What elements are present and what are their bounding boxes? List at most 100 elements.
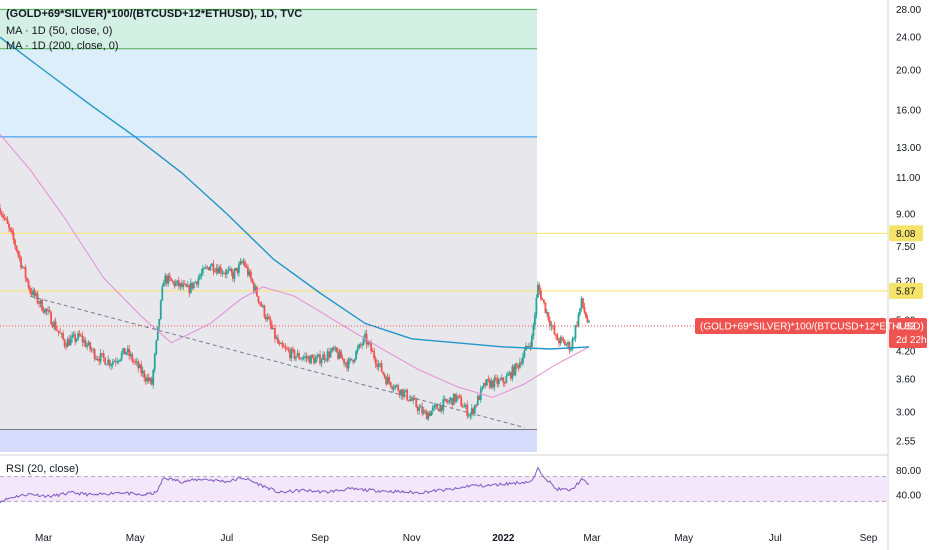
candle-body: [83, 340, 86, 343]
candle-body: [128, 348, 131, 356]
candle-body: [138, 364, 141, 369]
candle-body: [335, 347, 338, 353]
candle-body: [23, 267, 25, 269]
candle-body: [245, 266, 248, 268]
candle-body: [404, 389, 407, 392]
candle-body: [493, 378, 496, 388]
candle-body: [108, 359, 111, 366]
candle-body: [451, 398, 454, 406]
candle-body: [143, 370, 146, 379]
candle-body: [370, 343, 373, 351]
candle-body: [263, 305, 266, 317]
candle-body: [180, 282, 183, 287]
candle-body: [90, 349, 93, 351]
candle-body: [499, 379, 502, 381]
candle-body: [278, 343, 281, 345]
candle-body: [26, 277, 28, 281]
candle-body: [362, 337, 365, 345]
candle-body: [508, 372, 511, 375]
candle-body: [316, 356, 318, 359]
candle-body: [512, 366, 515, 376]
candle-body: [537, 284, 539, 298]
candle-body: [120, 352, 123, 360]
candle-body: [54, 321, 57, 330]
candle-body: [147, 377, 150, 382]
candle-body: [81, 336, 84, 343]
candle-body: [325, 359, 327, 361]
candle-body: [218, 267, 221, 274]
candle-body: [150, 378, 153, 385]
x-tick-label: Mar: [583, 533, 601, 544]
candle-body: [448, 400, 451, 403]
candle-body: [168, 275, 171, 279]
candle-body: [14, 239, 16, 246]
candle-body: [380, 363, 383, 372]
candle-body: [478, 395, 481, 400]
candle-body: [11, 230, 13, 233]
candle-body: [262, 305, 264, 307]
zone-lower: [0, 136, 537, 430]
candle-body: [185, 284, 188, 287]
candle-body: [392, 388, 395, 390]
candle-body: [80, 335, 83, 337]
candle-body: [234, 267, 237, 270]
candle-body: [546, 312, 548, 314]
candle-body: [292, 348, 294, 350]
x-tick-label: 2022: [492, 533, 515, 544]
candle-body: [192, 282, 195, 289]
candle-body: [39, 300, 42, 304]
zone-middle: [0, 48, 537, 137]
candle-body: [123, 348, 126, 355]
candle-body: [200, 273, 203, 277]
candle-body: [343, 358, 345, 364]
candle-body: [579, 308, 581, 315]
chart-title[interactable]: (GOLD+69*SILVER)*100/(BTCUSD+12*ETHUSD),…: [6, 8, 303, 20]
candle-body: [260, 303, 263, 307]
candle-body: [407, 399, 410, 401]
candle-body: [442, 399, 445, 411]
candle-body: [3, 217, 6, 219]
candle-body: [418, 407, 421, 411]
candle-body: [195, 281, 198, 285]
candle-body: [149, 378, 152, 382]
candle-body: [425, 411, 428, 420]
candle-body: [250, 271, 252, 279]
candle-body: [194, 281, 197, 283]
candle-body: [33, 290, 36, 296]
candle-body: [152, 369, 155, 385]
candle-body: [463, 406, 466, 408]
candle-body: [431, 407, 434, 411]
ma200-line: [0, 36, 590, 350]
y-tick-label: 3.00: [896, 407, 916, 418]
candle-body: [107, 359, 110, 365]
ma50-legend[interactable]: MA · 1D (50, close, 0): [6, 25, 113, 37]
zone-bottom: [0, 429, 537, 452]
candle-body: [165, 275, 168, 284]
candle-body: [32, 290, 34, 295]
x-tick-label: Nov: [403, 533, 421, 544]
candle-body: [9, 227, 12, 231]
candle-body: [559, 337, 562, 344]
candle-body: [72, 334, 75, 336]
rsi-y-tick-label: 80.00: [896, 466, 921, 477]
candle-body: [389, 381, 392, 387]
candle-body: [526, 345, 529, 347]
candle-body: [470, 408, 473, 415]
candle-body: [319, 354, 321, 364]
rsi-band: [0, 476, 888, 502]
candle-body: [116, 361, 119, 363]
candle-body: [476, 395, 479, 406]
candle-body: [93, 349, 96, 360]
rsi-legend[interactable]: RSI (20, close): [6, 463, 79, 475]
candle-body: [84, 340, 87, 347]
candle-body: [323, 354, 326, 361]
ma200-legend[interactable]: MA · 1D (200, close, 0): [6, 40, 119, 52]
candle-body: [543, 299, 545, 303]
candle-body: [111, 361, 114, 366]
candle-body: [487, 378, 490, 380]
candle-body: [289, 350, 291, 359]
candle-body: [406, 389, 409, 400]
candle-body: [521, 357, 524, 364]
candle-body: [207, 267, 210, 271]
